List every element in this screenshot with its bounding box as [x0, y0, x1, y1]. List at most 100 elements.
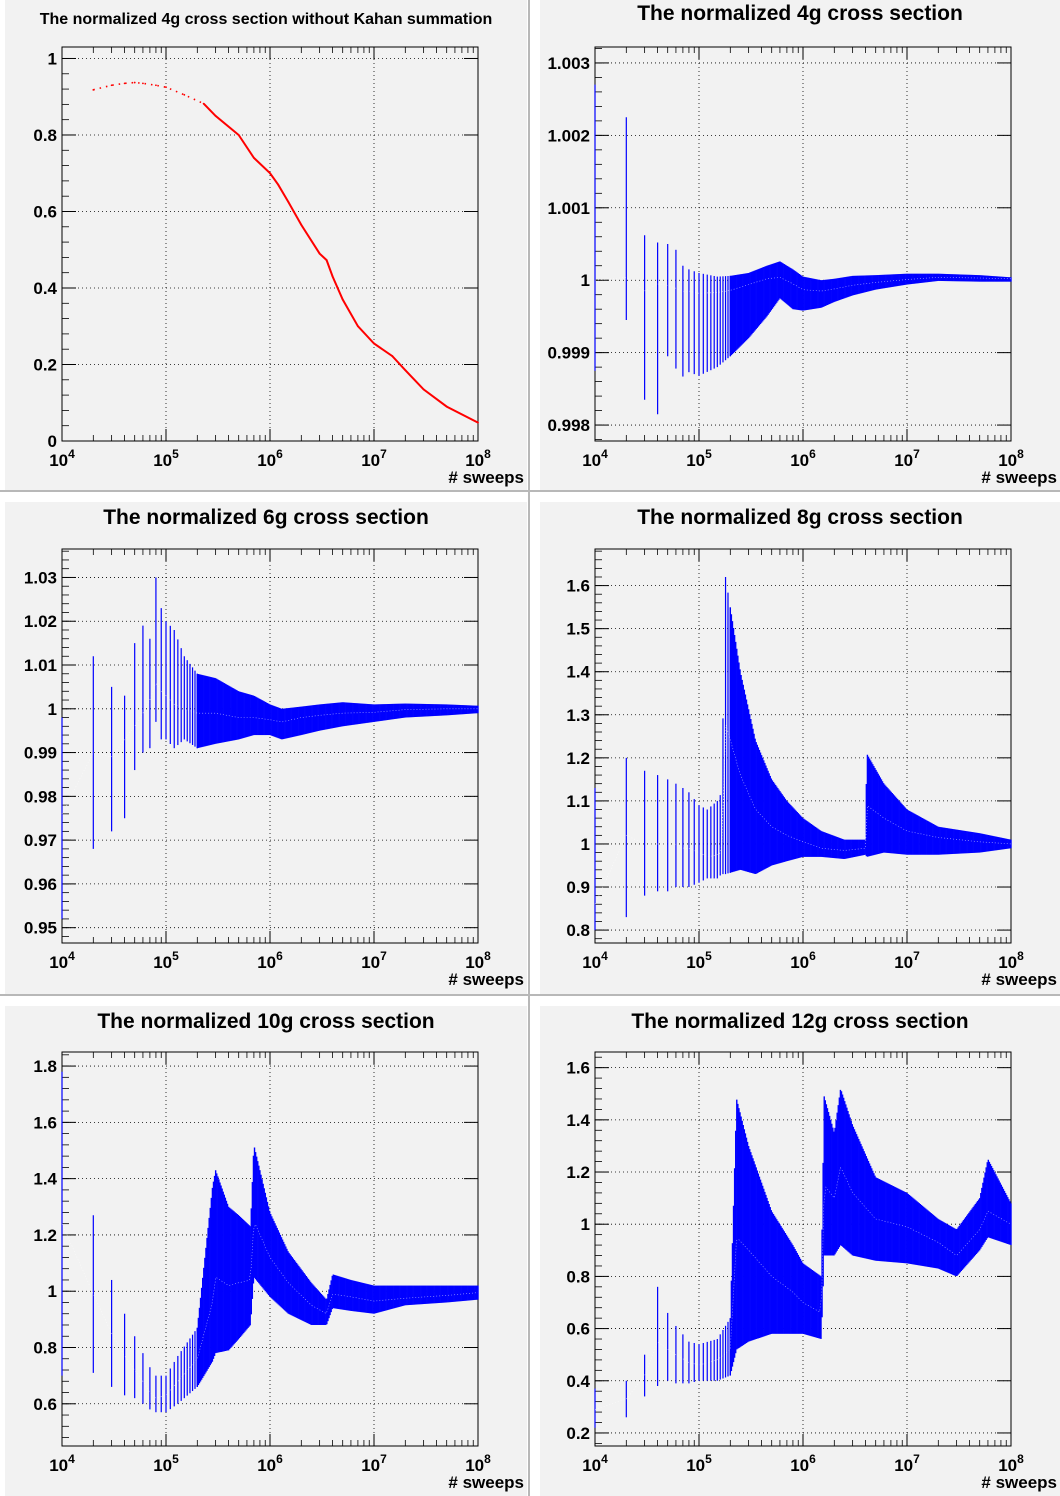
x-tick-exponent: 5 [172, 1452, 179, 1466]
y-tick-label: 1.3 [566, 706, 590, 725]
x-tick-exponent: 7 [380, 1452, 387, 1466]
data-point [110, 84, 113, 87]
data-point [287, 201, 290, 203]
x-tick-label: 104 [582, 447, 608, 470]
chart-title: The normalized 10g cross section [97, 1010, 434, 1033]
x-axis-label: # sweeps [448, 970, 524, 989]
data-point [300, 223, 303, 226]
data-point [142, 82, 144, 85]
chart-title: The normalized 4g cross section without … [40, 11, 493, 28]
x-tick-label: 106 [257, 447, 283, 470]
row-separator-1 [0, 490, 1060, 492]
x-tick-label: 104 [49, 949, 75, 972]
y-tick-label: 1 [48, 49, 57, 68]
chart-title: The normalized 4g cross section [637, 2, 963, 25]
data-point [155, 84, 157, 87]
x-tick-exponent: 7 [913, 447, 920, 461]
y-tick-label: 0.8 [566, 921, 590, 940]
series-0 [594, 576, 1012, 931]
y-tick-label: 1.4 [566, 663, 590, 682]
x-tick-label: 106 [257, 949, 283, 972]
data-point [277, 183, 280, 186]
chart-title: The normalized 12g cross section [631, 1010, 968, 1033]
data-point [237, 134, 240, 136]
column-separator [528, 0, 530, 1496]
data-point [325, 259, 328, 261]
y-tick-label: 0.8 [33, 1339, 57, 1358]
y-tick-label: 0.99 [24, 744, 57, 763]
x-tick-label: 104 [49, 1452, 75, 1475]
x-tick-exponent: 7 [380, 447, 387, 461]
y-tick-label: 1.8 [33, 1057, 57, 1076]
x-tick-label: 105 [686, 1452, 712, 1475]
y-tick-label: 0.998 [547, 416, 590, 435]
x-tick-label: 104 [582, 1452, 608, 1475]
central-value-trace [61, 682, 478, 815]
data-point [269, 172, 271, 175]
x-tick-label: 105 [153, 447, 179, 470]
x-tick-exponent: 5 [172, 447, 179, 461]
x-tick-exponent: 7 [913, 1452, 920, 1466]
x-tick-exponent: 4 [601, 949, 608, 963]
x-tick-exponent: 8 [1017, 949, 1024, 963]
y-tick-label: 0.6 [566, 1320, 590, 1339]
x-tick-exponent: 6 [809, 447, 816, 461]
x-tick-exponent: 5 [705, 949, 712, 963]
y-tick-label: 1.001 [547, 199, 590, 218]
x-tick-exponent: 8 [484, 1452, 491, 1466]
y-tick-label: 1.4 [566, 1111, 590, 1130]
x-tick-exponent: 8 [484, 447, 491, 461]
data-point [202, 102, 205, 105]
x-tick-exponent: 8 [484, 949, 491, 963]
x-tick-exponent: 5 [172, 949, 179, 963]
x-tick-label: 107 [894, 447, 920, 470]
y-tick-label: 1 [581, 1215, 590, 1234]
data-point [445, 405, 448, 408]
x-tick-exponent: 6 [809, 949, 816, 963]
series-0 [61, 1071, 479, 1413]
data-point [318, 252, 321, 255]
y-tick-label: 0.97 [24, 831, 57, 850]
central-value-trace [594, 276, 1012, 294]
x-tick-label: 108 [998, 447, 1024, 470]
data-point [341, 298, 344, 301]
y-tick-label: 0.999 [547, 344, 590, 363]
y-tick-label: 0.2 [566, 1424, 590, 1443]
pad-10g: The normalized 10g cross section 104 105 10… [5, 1006, 527, 1496]
y-tick-label: 1.03 [24, 568, 57, 587]
pad-8g: The normalized 8g cross section 104 105 106… [540, 502, 1060, 994]
central-value-trace [594, 1166, 1012, 1410]
series-0 [92, 81, 479, 424]
y-tick-label: 1 [581, 835, 590, 854]
y-tick-label: 1.4 [33, 1170, 57, 1189]
x-tick-exponent: 4 [68, 447, 75, 461]
x-tick-label: 104 [582, 949, 608, 972]
data-point [92, 88, 95, 91]
y-tick-label: 1.5 [566, 620, 590, 639]
x-tick-exponent: 4 [68, 949, 75, 963]
x-tick-label: 105 [153, 1452, 179, 1475]
data-point [123, 82, 126, 85]
data-point [422, 388, 425, 391]
data-point [391, 355, 394, 357]
x-tick-exponent: 7 [913, 949, 920, 963]
row-separator-2 [0, 994, 1060, 996]
x-tick-label: 108 [998, 1452, 1024, 1475]
x-tick-label: 108 [465, 1452, 491, 1475]
data-point [331, 275, 334, 278]
y-tick-label: 0.2 [33, 355, 57, 374]
y-tick-label: 0.6 [33, 1395, 57, 1414]
x-tick-exponent: 4 [601, 447, 608, 461]
x-tick-label: 106 [257, 1452, 283, 1475]
data-point [477, 421, 479, 424]
x-tick-label: 108 [465, 949, 491, 972]
chart-svg: The normalized 6g cross section 104 105 106… [24, 506, 524, 989]
y-tick-label: 0.9 [566, 878, 590, 897]
y-tick-label: 0.4 [33, 279, 57, 298]
data-point [183, 93, 186, 96]
data-point [252, 157, 255, 159]
y-tick-label: 1.02 [24, 612, 57, 631]
y-tick-label: 1.002 [547, 126, 590, 145]
chart-svg: The normalized 8g cross section 104 105 106… [566, 506, 1057, 989]
